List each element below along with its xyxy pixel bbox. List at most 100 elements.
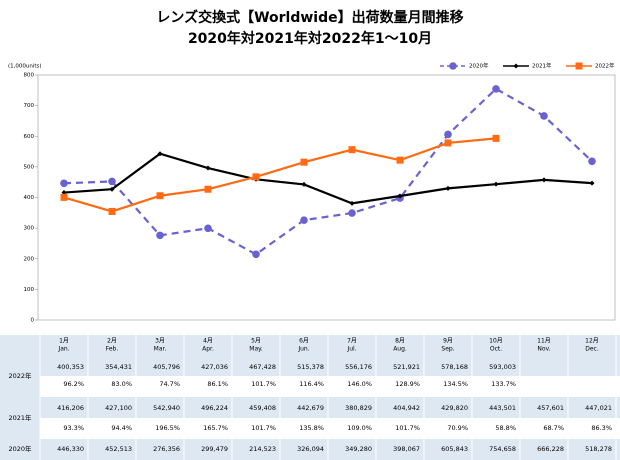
y-tick-label: 500	[24, 164, 35, 170]
header-ja: 1月	[59, 338, 69, 345]
table-value: 457,601	[537, 404, 564, 412]
chart-subtitle: 2020年対2021年対2022年1～10月	[188, 30, 432, 47]
marker	[108, 207, 116, 215]
marker	[301, 181, 307, 187]
table-pct: 86.3%	[591, 424, 612, 432]
marker	[445, 185, 451, 191]
row-label: 2020年	[8, 444, 32, 453]
y-tick-label: 0	[31, 318, 35, 324]
table-value: 666,228	[537, 445, 564, 453]
header-ja: 8月	[395, 338, 405, 345]
header-ja: 10月	[489, 338, 503, 345]
table-value: 446,330	[57, 445, 84, 453]
header-en: Mar.	[154, 346, 167, 353]
table-value: 496,224	[201, 404, 228, 412]
marker	[60, 179, 68, 188]
header-ja: 11月	[537, 338, 551, 345]
table-value: 354,431	[105, 363, 132, 371]
marker	[540, 112, 548, 120]
table-row-bg	[0, 358, 620, 376]
header-en: Jun.	[297, 346, 309, 353]
header-ja: 9月	[443, 338, 453, 345]
header-en: Jul.	[346, 346, 356, 353]
table-value: 542,940	[153, 404, 180, 412]
table-pct: 70.9%	[447, 424, 468, 432]
header-en: Dec.	[585, 346, 599, 353]
marker	[588, 157, 596, 166]
marker	[300, 158, 308, 166]
table-row-bg	[0, 335, 620, 358]
marker	[444, 130, 452, 139]
header-ja: 4月	[203, 338, 213, 345]
table-value: 429,820	[441, 404, 468, 412]
header-ja: 3月	[155, 338, 165, 345]
table-pct: 135.8%	[299, 424, 324, 432]
table-value: 515,378	[297, 363, 324, 371]
table-pct: 196.5%	[155, 424, 180, 432]
table-value: 605,843	[441, 445, 468, 453]
marker	[449, 62, 457, 70]
table-value: 521,921	[393, 363, 420, 371]
table-row-bg	[0, 418, 620, 437]
header-en: Oct.	[490, 346, 502, 353]
header-ja: 6月	[299, 338, 309, 345]
table-value: 404,942	[393, 404, 420, 412]
legend-label: 2022年	[595, 62, 615, 70]
table-row-bg	[0, 439, 620, 460]
table-value: 427,100	[105, 404, 132, 412]
marker	[348, 146, 356, 154]
header-en: May.	[249, 346, 263, 353]
marker	[492, 85, 500, 93]
table-value: 754,658	[489, 445, 516, 453]
table-value: 405,796	[153, 363, 180, 371]
table-value: 380,829	[345, 404, 372, 412]
header-en: Nov.	[537, 346, 550, 353]
table-pct: 68.7%	[543, 424, 564, 432]
table-pct: 165.7%	[203, 424, 228, 432]
table-pct: 96.2%	[63, 380, 84, 388]
chart-title: レンズ交換式【Worldwide】出荷数量月間推移	[156, 9, 463, 26]
marker	[252, 173, 260, 181]
y-tick-label: 600	[24, 134, 35, 140]
table-value: 447,021	[585, 404, 612, 412]
header-en: Jan.	[57, 346, 69, 353]
table-pct: 101.7%	[251, 424, 276, 432]
table-pct: 134.5%	[443, 380, 468, 388]
header-en: Apr.	[202, 346, 214, 353]
table-pct: 133.7%	[491, 380, 516, 388]
table-value: 427,036	[201, 363, 228, 371]
table-value: 518,278	[585, 445, 612, 453]
table-pct: 146.0%	[347, 380, 372, 388]
marker	[252, 250, 260, 259]
header-en: Sep.	[441, 346, 454, 353]
y-axis-label: (1,000units)	[8, 64, 42, 70]
table-row-bg	[0, 397, 620, 418]
y-tick-label: 300	[24, 226, 35, 232]
marker	[492, 134, 500, 142]
table-value: 467,428	[249, 363, 276, 371]
marker	[541, 177, 547, 183]
table-value: 416,206	[57, 404, 84, 412]
table-label-bg	[0, 358, 40, 460]
series-line	[63, 87, 593, 256]
table-value: 578,168	[441, 363, 468, 371]
table-value: 443,501	[489, 404, 516, 412]
row-label: 2022年	[8, 371, 32, 380]
table-pct: 74.7%	[159, 380, 180, 388]
table-value: 299,479	[201, 445, 228, 453]
marker	[493, 181, 499, 187]
y-tick-label: 800	[24, 73, 35, 79]
table-value: 556,176	[345, 363, 372, 371]
marker	[397, 193, 403, 199]
marker	[300, 216, 308, 224]
marker	[444, 139, 452, 147]
marker	[396, 156, 404, 164]
marker	[348, 209, 356, 217]
header-en: Aug.	[393, 346, 407, 353]
table-pct: 128.9%	[395, 380, 420, 388]
table-pct: 101.7%	[395, 424, 420, 432]
header-ja: 7月	[347, 338, 357, 345]
table-pct: 101.7%	[251, 380, 276, 388]
series-line	[63, 152, 593, 205]
